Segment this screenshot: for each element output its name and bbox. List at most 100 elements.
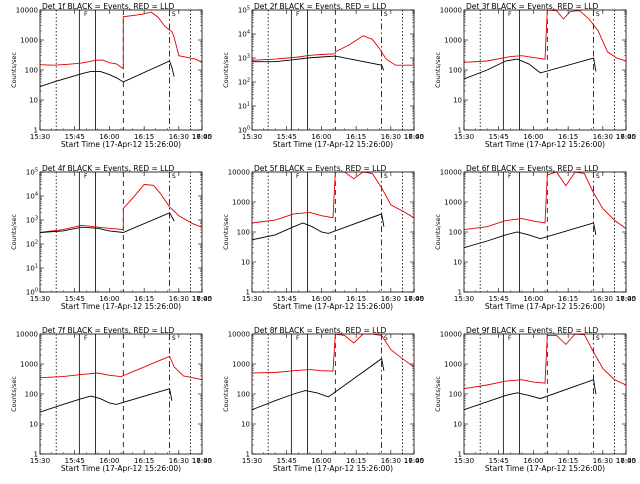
y-axis-label: Counts/sec bbox=[434, 52, 442, 88]
y-tick-label: 1 bbox=[246, 451, 250, 459]
marker-label: F bbox=[296, 173, 300, 180]
y-tick-label: 10 bbox=[29, 97, 38, 105]
marker-label: S bbox=[596, 173, 600, 180]
panel-title: Det 6f BLACK = Events, RED = LLD bbox=[466, 164, 599, 173]
y-tick-label: 1000 bbox=[20, 37, 38, 45]
x-tick-label: 15:45 bbox=[489, 295, 509, 303]
x-tick-label: 15:30 bbox=[242, 295, 262, 303]
y-tick-label: 105 bbox=[238, 6, 250, 15]
plot-frame bbox=[39, 333, 203, 455]
y-tick-label: 102 bbox=[238, 78, 250, 87]
x-tick-label: 17:00 bbox=[192, 133, 212, 141]
series-lld bbox=[464, 10, 626, 63]
y-tick-label: 1 bbox=[34, 451, 38, 459]
plot-frame bbox=[463, 171, 627, 293]
x-tick-label: 17:00 bbox=[404, 295, 424, 303]
series-lld bbox=[40, 184, 202, 233]
x-tick-label: 17:00 bbox=[404, 457, 424, 465]
x-tick-label: 16:00 bbox=[99, 457, 119, 465]
y-tick-label: 100 bbox=[26, 288, 38, 297]
marker-label: F bbox=[296, 11, 300, 18]
marker-label: F bbox=[508, 173, 512, 180]
x-tick-label: 15:30 bbox=[454, 457, 474, 465]
y-tick-label: 100 bbox=[449, 391, 462, 399]
series-events bbox=[252, 55, 385, 71]
x-tick-label: 16:00 bbox=[523, 457, 543, 465]
x-tick-label: 17:00 bbox=[192, 457, 212, 465]
x-tick-label: 16:30 bbox=[593, 457, 613, 465]
plot-frame bbox=[251, 333, 415, 455]
panel-det-9: Det 9f BLACK = Events, RED = LLD 1 10 100 10… bbox=[434, 326, 636, 473]
marker-label: S bbox=[596, 335, 600, 342]
y-axis-label: Counts/sec bbox=[222, 376, 230, 412]
x-tick-label: 16:30 bbox=[381, 295, 401, 303]
x-tick-label: 16:45 bbox=[404, 295, 424, 303]
x-tick-label: 15:45 bbox=[65, 133, 85, 141]
y-tick-label: 100 bbox=[449, 67, 462, 75]
panel-det-2: Det 2f BLACK = Events, RED = LLD 100 101 10… bbox=[222, 2, 424, 149]
panel-title: Det 8f BLACK = Events, RED = LLD bbox=[254, 326, 387, 335]
x-axis-label: Start Time (17-Apr-12 15:26:00) bbox=[273, 302, 393, 311]
x-axis-label: Start Time (17-Apr-12 15:26:00) bbox=[485, 302, 605, 311]
y-tick-label: 10 bbox=[29, 421, 38, 429]
marker-label: F bbox=[84, 335, 88, 342]
panel-title: Det 5f BLACK = Events, RED = LLD bbox=[254, 164, 387, 173]
y-tick-label: 1 bbox=[246, 289, 250, 297]
series-lld bbox=[252, 172, 414, 224]
x-axis-label: Start Time (17-Apr-12 15:26:00) bbox=[485, 140, 605, 149]
y-axis-label: Counts/sec bbox=[434, 376, 442, 412]
x-tick-label: 16:45 bbox=[616, 133, 636, 141]
y-tick-label: 1 bbox=[458, 289, 462, 297]
marker-label: S bbox=[384, 11, 388, 18]
x-tick-label: 16:00 bbox=[99, 133, 119, 141]
y-tick-label: 103 bbox=[26, 216, 38, 225]
series-lld bbox=[252, 334, 414, 374]
panel-title: Det 2f BLACK = Events, RED = LLD bbox=[254, 2, 387, 11]
x-tick-label: 16:15 bbox=[134, 133, 154, 141]
x-tick-label: 16:45 bbox=[192, 133, 212, 141]
x-tick-label: 16:45 bbox=[404, 457, 424, 465]
y-tick-label: 10 bbox=[241, 259, 250, 267]
x-tick-label: 16:30 bbox=[169, 457, 189, 465]
x-tick-label: 16:30 bbox=[169, 295, 189, 303]
y-tick-label: 102 bbox=[26, 240, 38, 249]
x-tick-label: 15:45 bbox=[277, 457, 297, 465]
x-tick-label: 15:45 bbox=[489, 133, 509, 141]
y-tick-label: 104 bbox=[26, 192, 38, 201]
x-axis-label: Start Time (17-Apr-12 15:26:00) bbox=[61, 140, 181, 149]
y-tick-label: 100 bbox=[237, 391, 250, 399]
series-events bbox=[40, 388, 173, 413]
x-axis-label: Start Time (17-Apr-12 15:26:00) bbox=[61, 302, 181, 311]
y-axis-label: Counts/sec bbox=[222, 214, 230, 250]
y-tick-label: 10000 bbox=[440, 7, 462, 15]
panel-title: Det 4f BLACK = Events, RED = LLD bbox=[42, 164, 175, 173]
y-axis-label: Counts/sec bbox=[10, 52, 18, 88]
plot-frame bbox=[251, 9, 415, 131]
series-events bbox=[464, 222, 597, 249]
x-tick-label: 15:45 bbox=[65, 295, 85, 303]
x-tick-label: 15:30 bbox=[242, 457, 262, 465]
y-tick-label: 100 bbox=[238, 126, 250, 135]
y-tick-label: 10000 bbox=[440, 331, 462, 339]
y-tick-label: 10000 bbox=[16, 7, 38, 15]
y-tick-label: 1 bbox=[458, 127, 462, 135]
y-tick-label: 10000 bbox=[228, 331, 250, 339]
marker-label: S bbox=[384, 335, 388, 342]
marker-label: F bbox=[508, 335, 512, 342]
x-tick-label: 16:15 bbox=[346, 295, 366, 303]
series-events bbox=[464, 379, 597, 411]
panel-title: Det 9f BLACK = Events, RED = LLD bbox=[466, 326, 599, 335]
y-tick-label: 103 bbox=[238, 54, 250, 63]
y-axis-label: Counts/sec bbox=[10, 376, 18, 412]
x-tick-label: 15:30 bbox=[454, 295, 474, 303]
y-tick-label: 1000 bbox=[444, 361, 462, 369]
series-lld bbox=[464, 334, 626, 390]
x-tick-label: 16:30 bbox=[381, 457, 401, 465]
series-lld bbox=[40, 11, 202, 70]
plot-frame bbox=[463, 9, 627, 131]
y-tick-label: 100 bbox=[449, 229, 462, 237]
y-tick-label: 104 bbox=[238, 30, 250, 39]
plot-frame bbox=[39, 9, 203, 131]
y-tick-label: 1 bbox=[34, 127, 38, 135]
